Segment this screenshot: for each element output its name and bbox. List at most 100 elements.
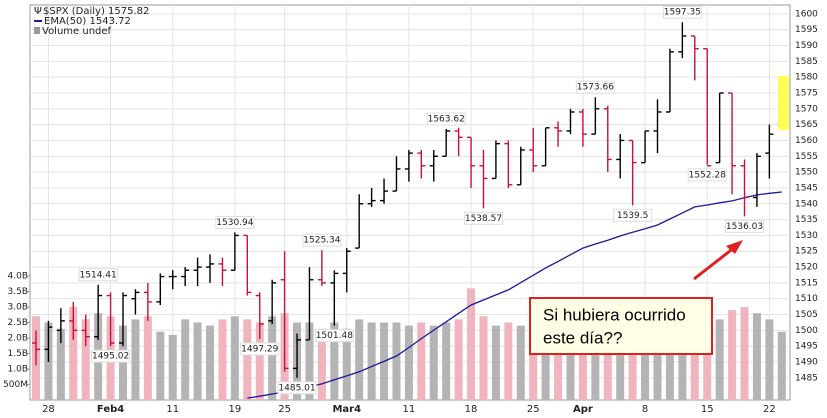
y-tick-label: 1530	[795, 231, 818, 241]
volume-bar	[206, 325, 215, 400]
volume-bar	[156, 331, 165, 400]
ema-line	[247, 191, 782, 399]
callout: Si hubiera ocurrido este día??	[529, 240, 743, 355]
volume-bar	[566, 319, 575, 400]
y-tick-label: 1560	[795, 136, 818, 146]
volume-bar	[603, 319, 612, 400]
volume-bar	[181, 319, 190, 400]
y-tick-label: 1520	[795, 263, 818, 273]
y-tick-label: 1575	[795, 88, 818, 98]
y-tick-label: 1510	[795, 294, 818, 304]
value-label-box	[91, 349, 131, 363]
volume-bar	[529, 319, 538, 400]
volume-bar	[765, 319, 774, 400]
x-tick-label: 15	[701, 404, 714, 415]
volume-bar	[218, 319, 227, 400]
x-tick-label: 22	[763, 404, 776, 415]
x-tick-label: Mar4	[332, 404, 361, 415]
x-tick-label: 18	[465, 404, 478, 415]
volume-bars	[32, 288, 786, 400]
volume-bar	[193, 322, 202, 400]
y-tick-label: 1490	[795, 358, 818, 368]
y-tick-label: 1590	[795, 41, 818, 51]
value-label: 1573.66	[577, 83, 614, 93]
y2-tick-label: 4.0B	[8, 271, 29, 281]
y2-tick-label: 2.5B	[8, 318, 29, 328]
volume-bar	[417, 322, 426, 400]
volume-bar	[230, 316, 239, 400]
volume-bar	[69, 306, 78, 400]
value-label-box	[463, 211, 503, 225]
y-tick-label: 1495	[795, 342, 818, 352]
volume-bar	[131, 319, 140, 400]
volume-bar	[653, 322, 662, 400]
value-label: 1525.34	[303, 236, 340, 246]
volume-bar	[392, 322, 401, 400]
y-tick-label: 1565	[795, 120, 818, 130]
volume-bar	[305, 322, 314, 400]
volume-bar	[752, 313, 761, 400]
volume-bar	[330, 322, 339, 400]
y2-tick-label: 1.0B	[8, 364, 29, 374]
y-tick-label: 1570	[795, 104, 818, 114]
x-tick-label: 25	[527, 404, 540, 415]
volume-bar	[690, 322, 699, 400]
value-label: 1563.62	[428, 115, 465, 125]
volume-bar	[591, 325, 600, 400]
y2-tick-label: 500M	[3, 380, 28, 390]
value-label-box	[725, 219, 765, 233]
volume-bar	[255, 322, 264, 400]
value-label: 1485.01	[278, 383, 315, 393]
volume-bar	[777, 331, 786, 400]
volume-bar	[367, 322, 376, 400]
volume-bar	[715, 319, 724, 400]
volume-bar	[516, 325, 525, 400]
volume-bar	[728, 310, 737, 400]
value-label-box	[575, 80, 615, 94]
x-tick-label: Feb4	[97, 404, 124, 415]
legend-icon: Ψ	[34, 6, 42, 17]
annotations: 1514.41 1495.02 1530.94 1497.29 1485.01 1525.…	[78, 5, 765, 395]
value-label-box	[277, 381, 317, 395]
y-tick-label: 1600	[795, 9, 818, 19]
last-price-marker	[778, 76, 789, 130]
volume-bar	[678, 322, 687, 400]
callout-arrow	[693, 245, 736, 281]
x-tick-label: 25	[278, 404, 291, 415]
volume-bar	[317, 328, 326, 400]
volume-bar	[355, 319, 364, 400]
value-label: 1538.57	[465, 214, 502, 224]
volume-bar	[119, 325, 128, 400]
value-label-box	[613, 208, 653, 222]
volume-bar	[628, 319, 637, 400]
volume-bar	[81, 319, 90, 400]
volume-bar	[168, 334, 177, 400]
legend-volume-swatch	[34, 27, 40, 34]
value-label-box	[78, 268, 118, 282]
volume-bar	[554, 331, 563, 400]
volume-bar	[578, 328, 587, 400]
value-label-box	[314, 329, 354, 343]
value-label: 1536.03	[726, 222, 763, 232]
value-label: 1539.5	[617, 211, 649, 221]
callout-line: Si hubiera ocurrido	[543, 305, 686, 324]
volume-bar	[491, 325, 500, 400]
y-tick-label: 1525	[795, 247, 818, 257]
volume-bar	[56, 328, 65, 400]
grid	[30, 5, 790, 400]
x-tick-label: 19	[229, 404, 242, 415]
volume-bar	[740, 306, 749, 400]
x-tick-label: 11	[403, 404, 416, 415]
y-tick-label: 1540	[795, 199, 818, 209]
value-label-box	[240, 342, 280, 356]
value-label: 1497.29	[241, 344, 278, 354]
y-tick-label: 1485	[795, 373, 818, 383]
legend-volume: Volume undef	[42, 26, 112, 37]
x-tick-label: 28	[42, 404, 55, 415]
y-tick-label: 1500	[795, 326, 818, 336]
value-label: 1514.41	[80, 270, 117, 280]
ema-layer	[247, 191, 782, 399]
volume-bar	[665, 319, 674, 400]
volume-bar	[268, 316, 277, 400]
volume-bar	[467, 288, 476, 400]
